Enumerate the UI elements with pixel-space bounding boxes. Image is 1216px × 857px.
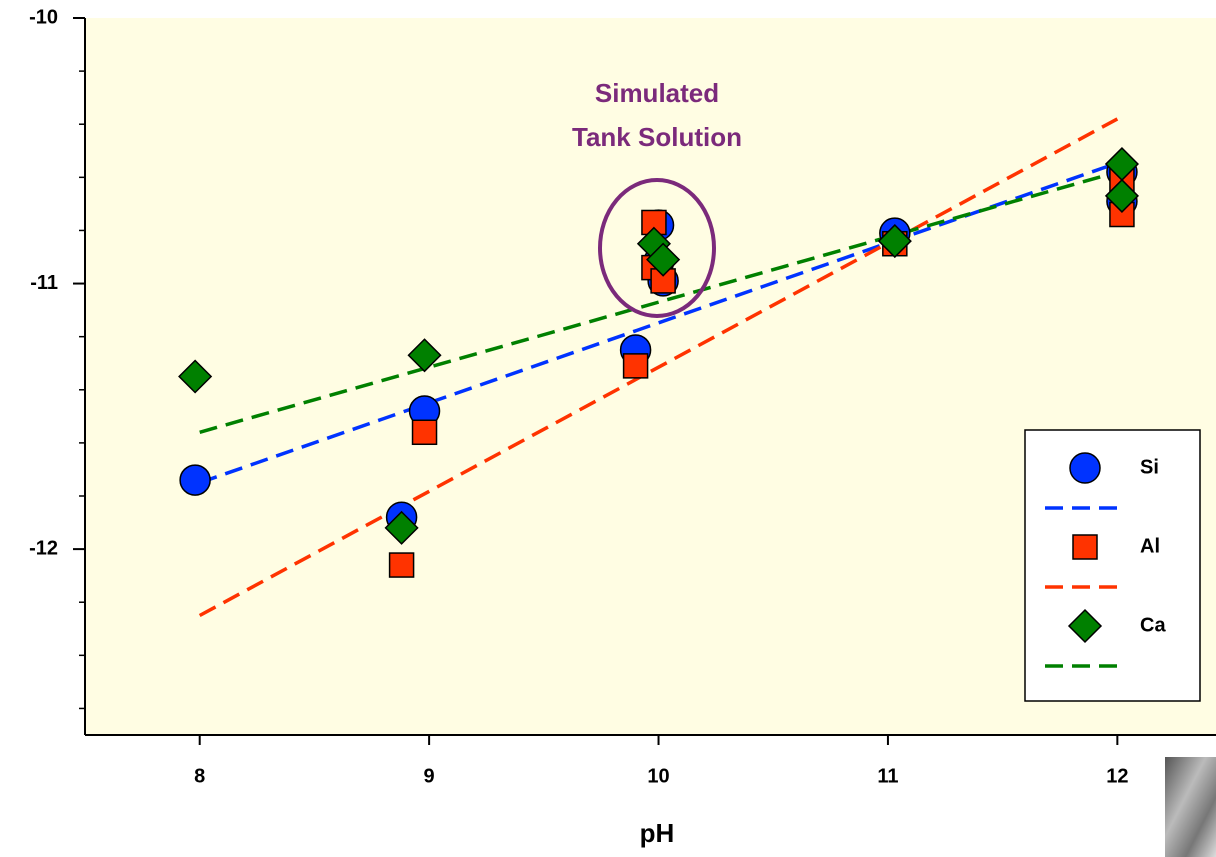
circle-marker [179, 464, 211, 496]
legend-label: Si [1140, 456, 1159, 478]
diamond-marker [407, 338, 442, 373]
x-axis-label: pH [640, 818, 675, 848]
x-tick-label: 10 [647, 765, 669, 787]
square-marker [1072, 534, 1098, 560]
x-tick-label: 8 [194, 765, 205, 787]
x-tick-label: 9 [424, 765, 435, 787]
legend-label: Al [1140, 535, 1160, 557]
fit-line [198, 117, 1119, 618]
y-tick-label: -11 [30, 272, 58, 294]
square-marker [411, 419, 438, 446]
diamond-marker [178, 359, 213, 394]
y-tick-label: -12 [29, 537, 58, 559]
square-marker [622, 353, 649, 379]
x-tick-label: 11 [877, 765, 898, 787]
annotation: Tank Solution [572, 122, 742, 152]
photo-thumbnail [1165, 757, 1216, 857]
square-marker [388, 552, 415, 578]
diamond-marker [1104, 178, 1140, 213]
legend [1024, 429, 1201, 702]
annotation: Simulated [595, 78, 719, 108]
legend-label: Ca [1140, 614, 1166, 636]
diamond-marker [1067, 608, 1103, 644]
highlight-ellipse [598, 178, 716, 318]
x-tick-label: 12 [1106, 765, 1128, 787]
diamond-marker [384, 510, 419, 545]
diamond-marker [877, 224, 912, 259]
circle-marker [1069, 452, 1101, 484]
diamond-marker [646, 242, 681, 277]
y-tick-label: -10 [29, 6, 58, 28]
fit-line [199, 170, 1118, 434]
